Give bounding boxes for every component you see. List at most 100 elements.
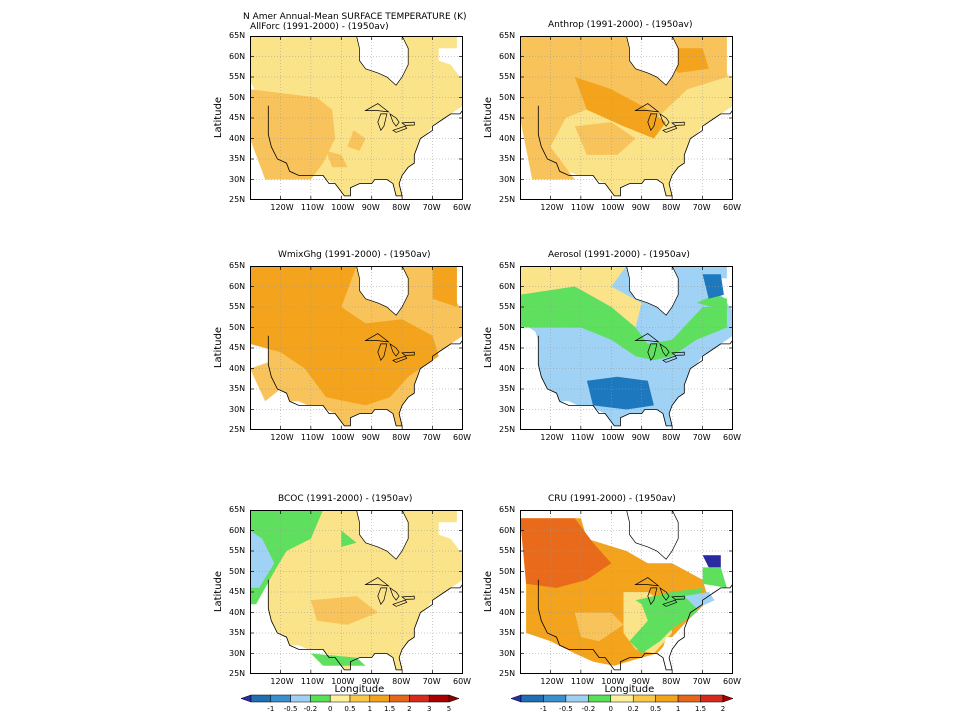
colorbar-high-arrow xyxy=(448,694,460,703)
colorbar-1: -1 -0.5 -0.2 0 0.5 1 1.5 2 3 5 xyxy=(240,694,460,713)
contour-region xyxy=(250,530,275,588)
panel-title: AllForc (1991-2000) - (1950av) xyxy=(250,22,389,32)
lon-tick-label: 110W xyxy=(300,203,325,212)
colorbar-swatch xyxy=(349,694,371,703)
great-lake-outline xyxy=(401,121,415,126)
lon-tick-label: 90W xyxy=(361,203,380,212)
lon-tick-label: 70W xyxy=(692,677,711,686)
contour-region xyxy=(696,294,727,312)
lon-tick-label: 90W xyxy=(361,677,380,686)
lat-tick-label: 30N xyxy=(229,648,246,658)
lon-tick-label: 70W xyxy=(422,677,441,686)
lon-tick-label: 110W xyxy=(570,677,595,686)
lon-tick-label: 100W xyxy=(601,433,625,442)
colorbar-label: 1 xyxy=(368,705,372,713)
masked-region xyxy=(626,36,679,86)
colorbar-swatch xyxy=(409,694,430,703)
lon-tick-label: 100W xyxy=(331,677,355,686)
great-lake-outline xyxy=(364,577,390,587)
masked-region xyxy=(626,266,679,316)
great-lake-outline xyxy=(671,351,685,356)
contour-region xyxy=(341,530,357,547)
colorbar-swatch xyxy=(588,694,612,703)
colorbar-swatch xyxy=(543,694,567,703)
lat-tick-label: 45N xyxy=(499,343,516,352)
great-lake-outline xyxy=(377,343,388,362)
lon-tick-label: 90W xyxy=(631,203,650,212)
contour-region xyxy=(702,555,721,568)
lon-tick-label: 60W xyxy=(453,203,472,212)
header-title: N Amer Annual-Mean SURFACE TEMPERATURE (… xyxy=(243,12,467,22)
lat-tick-label: 30N xyxy=(229,174,246,184)
lat-tick-label: 25N xyxy=(229,669,246,678)
map-plot xyxy=(250,510,463,674)
colorbar-label: 5 xyxy=(447,705,451,713)
colorbar-label: 1.5 xyxy=(384,705,395,713)
great-lake-outline xyxy=(659,113,670,127)
lat-tick-label: 35N xyxy=(229,628,246,637)
lat-tick-label: 55N xyxy=(499,72,516,81)
contour-region xyxy=(250,510,463,670)
lon-tick-label: 80W xyxy=(662,433,681,442)
lon-tick-label: 90W xyxy=(631,433,650,442)
lon-tick-label: 60W xyxy=(453,433,472,442)
lat-tick-label: 55N xyxy=(229,72,246,81)
coastline xyxy=(537,579,733,671)
lon-tick-label: 100W xyxy=(601,677,625,686)
lon-tick-label: 110W xyxy=(570,433,595,442)
colorbar-swatch xyxy=(610,694,634,703)
panel-title: BCOC (1991-2000) - (1950av) xyxy=(278,494,413,504)
colorbar-high-arrow xyxy=(722,694,734,703)
great-lake-outline xyxy=(659,587,670,601)
lat-tick-label: 25N xyxy=(229,195,246,204)
colorbar-label: 0.5 xyxy=(344,705,355,713)
panel-title: Aerosol (1991-2000) - (1950av) xyxy=(548,250,690,260)
lat-tick-label: 40N xyxy=(229,607,246,617)
great-lake-outline xyxy=(647,113,658,132)
map-plot xyxy=(250,266,463,430)
lat-tick-label: 25N xyxy=(229,425,246,434)
lon-tick-label: 80W xyxy=(392,677,411,686)
colorbar-swatch xyxy=(369,694,390,703)
contour-region xyxy=(574,77,667,139)
great-lake-outline xyxy=(634,103,660,113)
lat-tick-label: 25N xyxy=(499,669,516,678)
lon-tick-label: 120W xyxy=(270,677,294,686)
lon-tick-label: 100W xyxy=(331,433,355,442)
lat-tick-label: 30N xyxy=(499,404,516,414)
lat-tick-label: 60N xyxy=(229,281,246,291)
contour-region xyxy=(684,592,715,609)
colorbar-label: 3 xyxy=(427,705,431,713)
contour-region xyxy=(702,274,724,299)
hudson-bay-outline xyxy=(356,36,409,86)
lat-tick-label: 65N xyxy=(499,261,516,270)
colorbar-label: -1 xyxy=(540,705,547,713)
colorbar-swatch xyxy=(565,694,589,703)
lon-tick-label: 70W xyxy=(422,433,441,442)
colorbar-label: -0.2 xyxy=(304,705,318,713)
coastline xyxy=(267,335,463,427)
great-lake-outline xyxy=(389,343,400,357)
lat-tick-label: 60N xyxy=(229,51,246,61)
contour-region xyxy=(310,596,378,625)
great-lake-outline xyxy=(662,125,678,133)
colorbar-swatch xyxy=(389,694,410,703)
colorbar-swatch xyxy=(700,694,724,703)
colorbar-swatch xyxy=(677,694,701,703)
lat-tick-label: 50N xyxy=(229,92,246,102)
colorbar-label: 0.2 xyxy=(628,705,639,713)
x-axis-label: Longitude xyxy=(604,684,655,695)
colorbar-swatch xyxy=(310,694,331,703)
lat-tick-label: 30N xyxy=(499,174,516,184)
great-lake-outline xyxy=(662,599,678,607)
contour-region xyxy=(326,150,348,168)
lat-tick-label: 40N xyxy=(499,363,516,373)
contour-region xyxy=(520,286,727,361)
lon-tick-label: 100W xyxy=(331,203,355,212)
great-lake-outline xyxy=(392,599,408,607)
contour-region xyxy=(250,360,281,402)
colorbar-label: 0 xyxy=(609,705,613,713)
colorbar-swatch xyxy=(329,694,351,703)
coastline xyxy=(537,335,733,427)
lat-tick-label: 45N xyxy=(229,113,246,122)
